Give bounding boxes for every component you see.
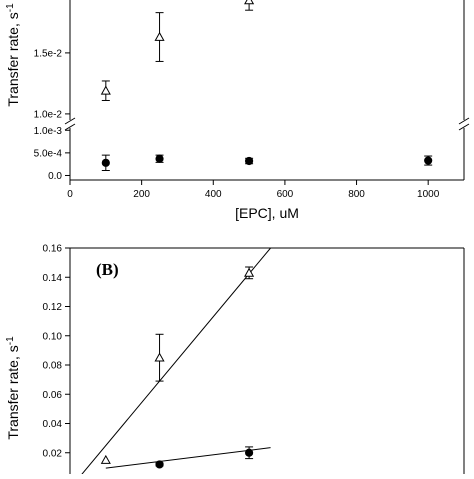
y-tick-label: 1.0e-3: [34, 126, 63, 137]
y-tick-label: 0.12: [43, 302, 63, 313]
y-tick-label: 1.5e-2: [34, 48, 63, 59]
data-point-circle: [155, 460, 164, 469]
y-tick-label: 0.08: [43, 361, 63, 372]
y-tick-label: 0.10: [43, 331, 63, 342]
axis-break-mark: [64, 123, 76, 131]
data-point-triangle: [154, 352, 165, 362]
panel-label: (B): [96, 260, 119, 279]
panel-b: 0.02 0.04 0.06 0.08 0.10 0.12 0.14 0.16 Transfer…: [5, 244, 465, 474]
x-tick-label: 600: [277, 189, 294, 200]
x-tick-label: 1000: [417, 189, 440, 200]
x-tick-label: 400: [205, 189, 222, 200]
y-tick-label: 0.04: [43, 419, 63, 430]
axis-break-mark: [64, 117, 76, 125]
data-point-circle: [244, 448, 254, 457]
x-tick-label: 200: [133, 189, 150, 200]
data-point-circle: [244, 156, 254, 166]
axis-break-mark: [458, 117, 470, 125]
y-axis-label: Transfer rate, s-1: [5, 3, 21, 107]
y-tick-label: 5.0e-4: [34, 148, 63, 159]
panel-a: 1.0e-2 1.5e-2 0.0 5.0e-4 1.0e-3 0 200 400 600 800…: [5, 0, 470, 221]
data-point-triangle: [244, 267, 255, 277]
data-point-triangle: [100, 85, 111, 95]
data-point-circle: [424, 156, 433, 165]
fit-line: [105, 447, 271, 469]
data-point-triangle: [154, 31, 165, 41]
y-tick-label: 0.0: [48, 171, 62, 182]
y-tick-label: 0.16: [43, 244, 63, 255]
x-tick-label: 800: [348, 189, 365, 200]
plot-area: [81, 248, 271, 474]
data-point-triangle: [244, 0, 255, 5]
fit-line: [81, 248, 271, 474]
y-axis-label: Transfer rate, s-1: [5, 336, 21, 440]
data-point-circle: [101, 158, 110, 167]
x-tick-label: 0: [67, 189, 73, 200]
x-axis-label: [EPC], uM: [235, 205, 299, 221]
y-tick-label: 0.02: [43, 448, 63, 459]
y-tick-label: 0.06: [43, 390, 63, 401]
data-point-triangle: [100, 454, 111, 464]
axis-break-mark: [458, 123, 470, 131]
y-tick-label: 1.0e-2: [34, 109, 63, 120]
y-tick-label: 0.14: [43, 273, 63, 284]
data-point-circle: [155, 154, 164, 163]
